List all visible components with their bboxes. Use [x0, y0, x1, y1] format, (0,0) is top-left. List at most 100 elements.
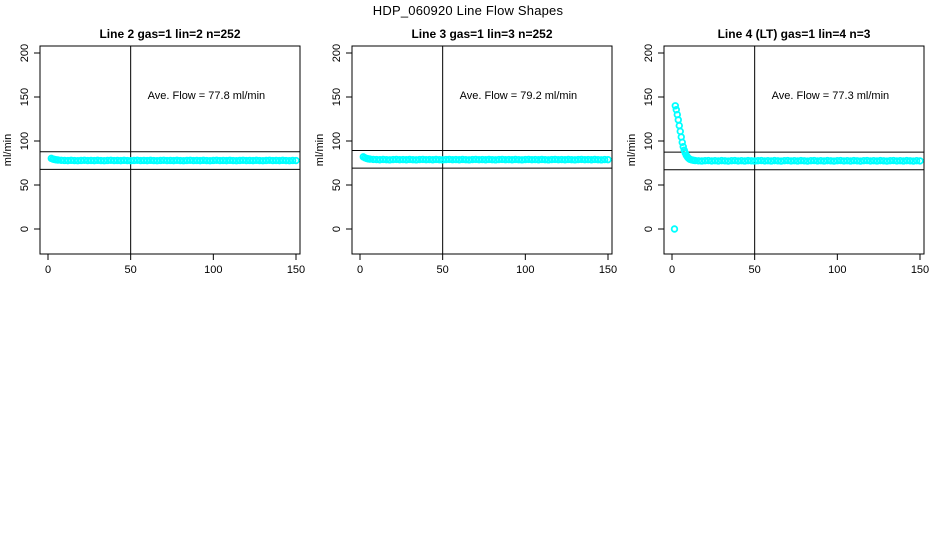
data-point [120, 156, 128, 165]
y-axis-label: ml/min [314, 134, 326, 166]
data-point [883, 157, 891, 165]
data-point [415, 155, 424, 164]
subplot-line3-chart: Line 3 gas=1 lin=3 n=252 0 50 100 150 200 ml/m… [314, 27, 617, 276]
data-point [518, 156, 526, 164]
data-point [219, 156, 227, 165]
y-tick-label: 0 [331, 226, 343, 232]
data-point [524, 155, 533, 164]
data-point [591, 155, 599, 164]
data-point [275, 156, 284, 165]
data-point [372, 155, 381, 164]
data-point [800, 157, 808, 165]
data-point [899, 157, 908, 165]
data-point [810, 156, 818, 165]
data-point [246, 156, 254, 165]
data-point [734, 157, 742, 165]
data-point [694, 157, 703, 165]
data-point [452, 155, 460, 164]
data-point [836, 156, 845, 165]
data-point [399, 155, 407, 164]
data-point [906, 157, 914, 165]
data-point [176, 156, 184, 165]
data-point [199, 156, 208, 165]
data-point [255, 156, 264, 165]
x-tick-label: 100 [828, 264, 846, 276]
data-point [90, 156, 98, 165]
data-point [511, 155, 520, 164]
data-point [760, 157, 769, 165]
data-point [853, 157, 861, 165]
data-point [196, 156, 204, 165]
data-point [57, 156, 65, 164]
plot-box [351, 45, 613, 255]
data-point [767, 157, 775, 165]
data-point [386, 156, 394, 164]
data-point [574, 155, 582, 164]
data-point [242, 156, 251, 165]
data-point [376, 156, 384, 164]
x-tick-label: 0 [669, 264, 675, 276]
data-point [425, 155, 434, 164]
y-tick-label: 150 [643, 88, 655, 106]
data-point [830, 157, 838, 165]
data-point [189, 156, 198, 165]
data-point [567, 155, 576, 164]
data-point [60, 156, 69, 165]
data-point [232, 157, 241, 165]
data-point [226, 156, 234, 165]
data-point [126, 157, 135, 165]
x-tick-label: 50 [437, 264, 449, 276]
data-point [458, 155, 467, 164]
data-point [833, 157, 842, 165]
data-point [103, 156, 112, 165]
data-point [288, 156, 297, 165]
x-tick-label: 50 [749, 264, 761, 276]
data-point [369, 155, 377, 164]
data-point [584, 155, 592, 164]
data-point [515, 155, 523, 164]
data-point [879, 157, 888, 165]
data-point [166, 156, 175, 165]
data-point [678, 138, 686, 147]
data-point [216, 156, 224, 165]
data-point [173, 156, 181, 165]
data-point [212, 156, 221, 164]
x-tick-label: 150 [287, 264, 305, 276]
data-point [402, 156, 410, 164]
data-point [508, 156, 516, 164]
data-point [671, 102, 680, 110]
data-point [548, 155, 556, 164]
data-point [856, 157, 865, 165]
data-point [259, 157, 267, 165]
data-point [813, 157, 822, 165]
subplot-title: Line 2 gas=1 lin=2 n=252 [99, 27, 240, 41]
data-point [817, 157, 825, 165]
data-point [916, 157, 924, 165]
data-point [236, 156, 244, 165]
y-tick-label: 100 [19, 132, 31, 150]
data-point [558, 155, 566, 164]
y-tick-label: 100 [643, 132, 655, 150]
data-point [886, 157, 894, 165]
data-point [133, 156, 141, 164]
data-point [252, 156, 261, 165]
data-point [846, 157, 855, 165]
data-point [229, 156, 237, 165]
data-point [153, 157, 161, 165]
data-point [465, 156, 473, 164]
data-point [544, 156, 553, 164]
x-tick-label: 0 [45, 264, 51, 276]
data-point [744, 156, 752, 165]
data-point [146, 156, 155, 165]
data-point [186, 156, 194, 164]
ave-flow-annotation: Ave. Flow = 79.2 ml/min [460, 90, 577, 102]
data-point [564, 155, 573, 164]
data-point [249, 156, 257, 165]
data-point [432, 155, 440, 164]
data-point [405, 155, 414, 164]
data-point [269, 156, 277, 165]
data-point [747, 157, 756, 165]
data-point [272, 156, 280, 165]
data-point [481, 156, 490, 164]
data-point [475, 155, 483, 164]
